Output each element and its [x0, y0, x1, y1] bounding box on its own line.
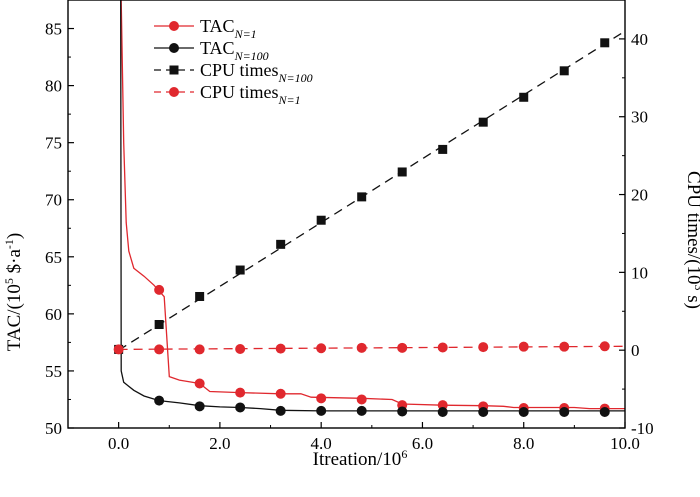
data-point-0-4 [316, 393, 327, 404]
data-point-1-0 [154, 395, 165, 406]
data-point-3-7 [397, 342, 408, 353]
data-point-3-12 [599, 341, 610, 352]
data-point-2-10 [519, 92, 529, 102]
data-point-3-5 [316, 343, 327, 354]
data-point-0-5 [356, 394, 367, 405]
data-point-0-3 [275, 388, 286, 399]
series-layer [113, 0, 625, 418]
data-point-2-7 [397, 167, 407, 177]
data-point-2-9 [478, 117, 488, 127]
series-line-2 [118, 30, 625, 351]
data-point-1-7 [437, 407, 448, 418]
x-tick-label-3: 6.0 [412, 434, 433, 453]
data-point-1-8 [478, 407, 489, 418]
y-left-tick-label-0: 50 [45, 419, 62, 438]
y-right-tick-label-4: 30 [631, 108, 648, 127]
data-point-3-1 [154, 344, 165, 355]
data-point-2-3 [235, 265, 245, 275]
y-axis-left-title: TAC/(105 $·a-1) [2, 233, 25, 351]
data-point-3-0 [113, 344, 124, 355]
y-right-tick-label-2: 10 [631, 263, 648, 282]
data-point-3-4 [275, 343, 286, 354]
data-point-3-2 [194, 344, 205, 355]
data-point-3-10 [518, 341, 529, 352]
data-point-3-9 [478, 342, 489, 353]
y-left-tick-label-6: 80 [45, 77, 62, 96]
data-point-1-2 [235, 402, 246, 413]
data-point-2-1 [154, 320, 164, 330]
data-point-2-6 [357, 192, 367, 202]
data-point-0-7 [437, 400, 448, 411]
data-point-1-1 [194, 401, 205, 412]
x-tick-label-4: 8.0 [513, 434, 534, 453]
plot-area [68, 0, 625, 428]
data-point-3-3 [235, 344, 246, 355]
data-point-2-12 [600, 38, 610, 48]
data-point-2-2 [195, 291, 205, 301]
data-point-3-8 [437, 342, 448, 353]
data-point-0-2 [235, 387, 246, 398]
x-tick-label-0: 0.0 [108, 434, 129, 453]
y-right-tick-label-3: 20 [631, 186, 648, 205]
data-point-1-6 [397, 406, 408, 417]
x-axis-title: Itreation/106 [313, 447, 408, 470]
y-left-tick-label-3: 65 [45, 248, 62, 267]
x-tick-label-2: 4.0 [311, 434, 332, 453]
y-axis-right-title: CPU times/(103 s) [683, 171, 700, 309]
data-point-3-6 [356, 342, 367, 353]
data-point-1-11 [599, 407, 610, 418]
data-point-2-5 [316, 215, 326, 225]
plot-frame [67, 0, 626, 429]
axes-layer: 0.0 2.0 4.0 6.0 8.0 10.0 50 55 60 65 70 75 80 85 -10 0 1… [45, 0, 654, 453]
data-point-0-1 [194, 378, 205, 389]
data-point-1-10 [559, 407, 570, 418]
data-point-0-0 [154, 284, 165, 295]
data-point-1-9 [518, 407, 529, 418]
data-point-1-3 [275, 405, 286, 416]
y-left-tick-label-5: 75 [45, 134, 62, 153]
y-right-tick-label-1: 0 [631, 341, 640, 360]
y-left-tick-label-4: 70 [45, 191, 62, 210]
y-left-tick-label-2: 60 [45, 305, 62, 324]
series-line-3 [118, 345, 625, 351]
legend-marker-0 [169, 21, 179, 31]
data-point-1-5 [356, 405, 367, 416]
y-right-tick-label-5: 40 [631, 30, 648, 49]
legend-marker-1 [169, 43, 179, 53]
legend-marker-2 [169, 65, 179, 75]
data-point-2-11 [559, 66, 569, 76]
data-point-3-11 [559, 341, 570, 352]
legend-marker-3 [169, 87, 179, 97]
x-tick-label-1: 2.0 [209, 434, 230, 453]
x-tick-label-5: 10.0 [610, 434, 640, 453]
data-point-2-4 [276, 239, 286, 249]
y-right-tick-label-0: -10 [631, 419, 654, 438]
y-left-tick-label-7: 85 [45, 20, 62, 39]
data-point-2-8 [438, 144, 448, 154]
y-left-tick-label-1: 55 [45, 362, 62, 381]
data-point-1-4 [316, 405, 327, 416]
